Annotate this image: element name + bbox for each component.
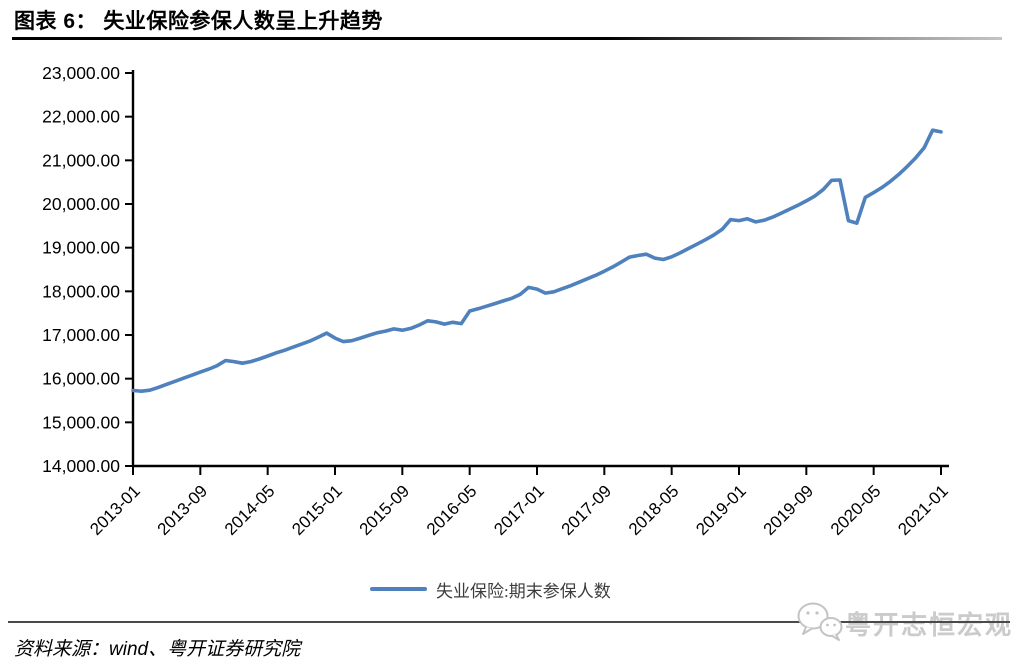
x-axis-label: 2013-01 <box>86 481 144 539</box>
legend: 失业保险:期末参保人数 <box>370 578 611 601</box>
wechat-icon <box>797 602 843 641</box>
x-axis-label: 2014-05 <box>221 481 279 539</box>
x-axis-label: 2019-01 <box>692 481 750 539</box>
x-axis-label: 2013-09 <box>154 481 212 539</box>
y-axis-label: 17,000.00 <box>42 325 120 345</box>
x-axis-label: 2016-05 <box>423 481 481 539</box>
x-axis-label: 2019-09 <box>760 481 818 539</box>
x-axis-label: 2017-09 <box>558 481 616 539</box>
title-underline <box>12 37 1002 40</box>
x-axis-label: 2021-01 <box>894 481 952 539</box>
y-axis-label: 21,000.00 <box>42 150 120 170</box>
x-axis-label: 2015-09 <box>356 481 414 539</box>
x-axis-label: 2020-05 <box>827 481 885 539</box>
page-title: 图表 6： 失业保险参保人数呈上升趋势 <box>14 10 383 33</box>
y-axis-label: 22,000.00 <box>42 107 120 127</box>
legend-line-swatch <box>370 587 427 591</box>
y-axis-label: 20,000.00 <box>42 194 120 214</box>
source-divider <box>8 621 1010 623</box>
series-line <box>131 128 943 394</box>
y-axis-label: 15,000.00 <box>42 412 120 432</box>
watermark-text: 粤开志恒宏观 <box>845 610 1014 640</box>
y-axis-label: 14,000.00 <box>42 456 120 476</box>
y-axis-label: 18,000.00 <box>42 281 120 301</box>
source-text: 资料来源：wind、粤开证券研究院 <box>14 639 301 660</box>
x-axis-label: 2017-01 <box>490 481 548 539</box>
y-axis-label: 16,000.00 <box>42 369 120 389</box>
y-axis-label: 19,000.00 <box>42 238 120 258</box>
x-axis-label: 2015-01 <box>288 481 346 539</box>
legend-label: 失业保险:期末参保人数 <box>436 581 611 601</box>
y-axis-label: 23,000.00 <box>42 63 120 83</box>
x-axis-label: 2018-05 <box>625 481 683 539</box>
